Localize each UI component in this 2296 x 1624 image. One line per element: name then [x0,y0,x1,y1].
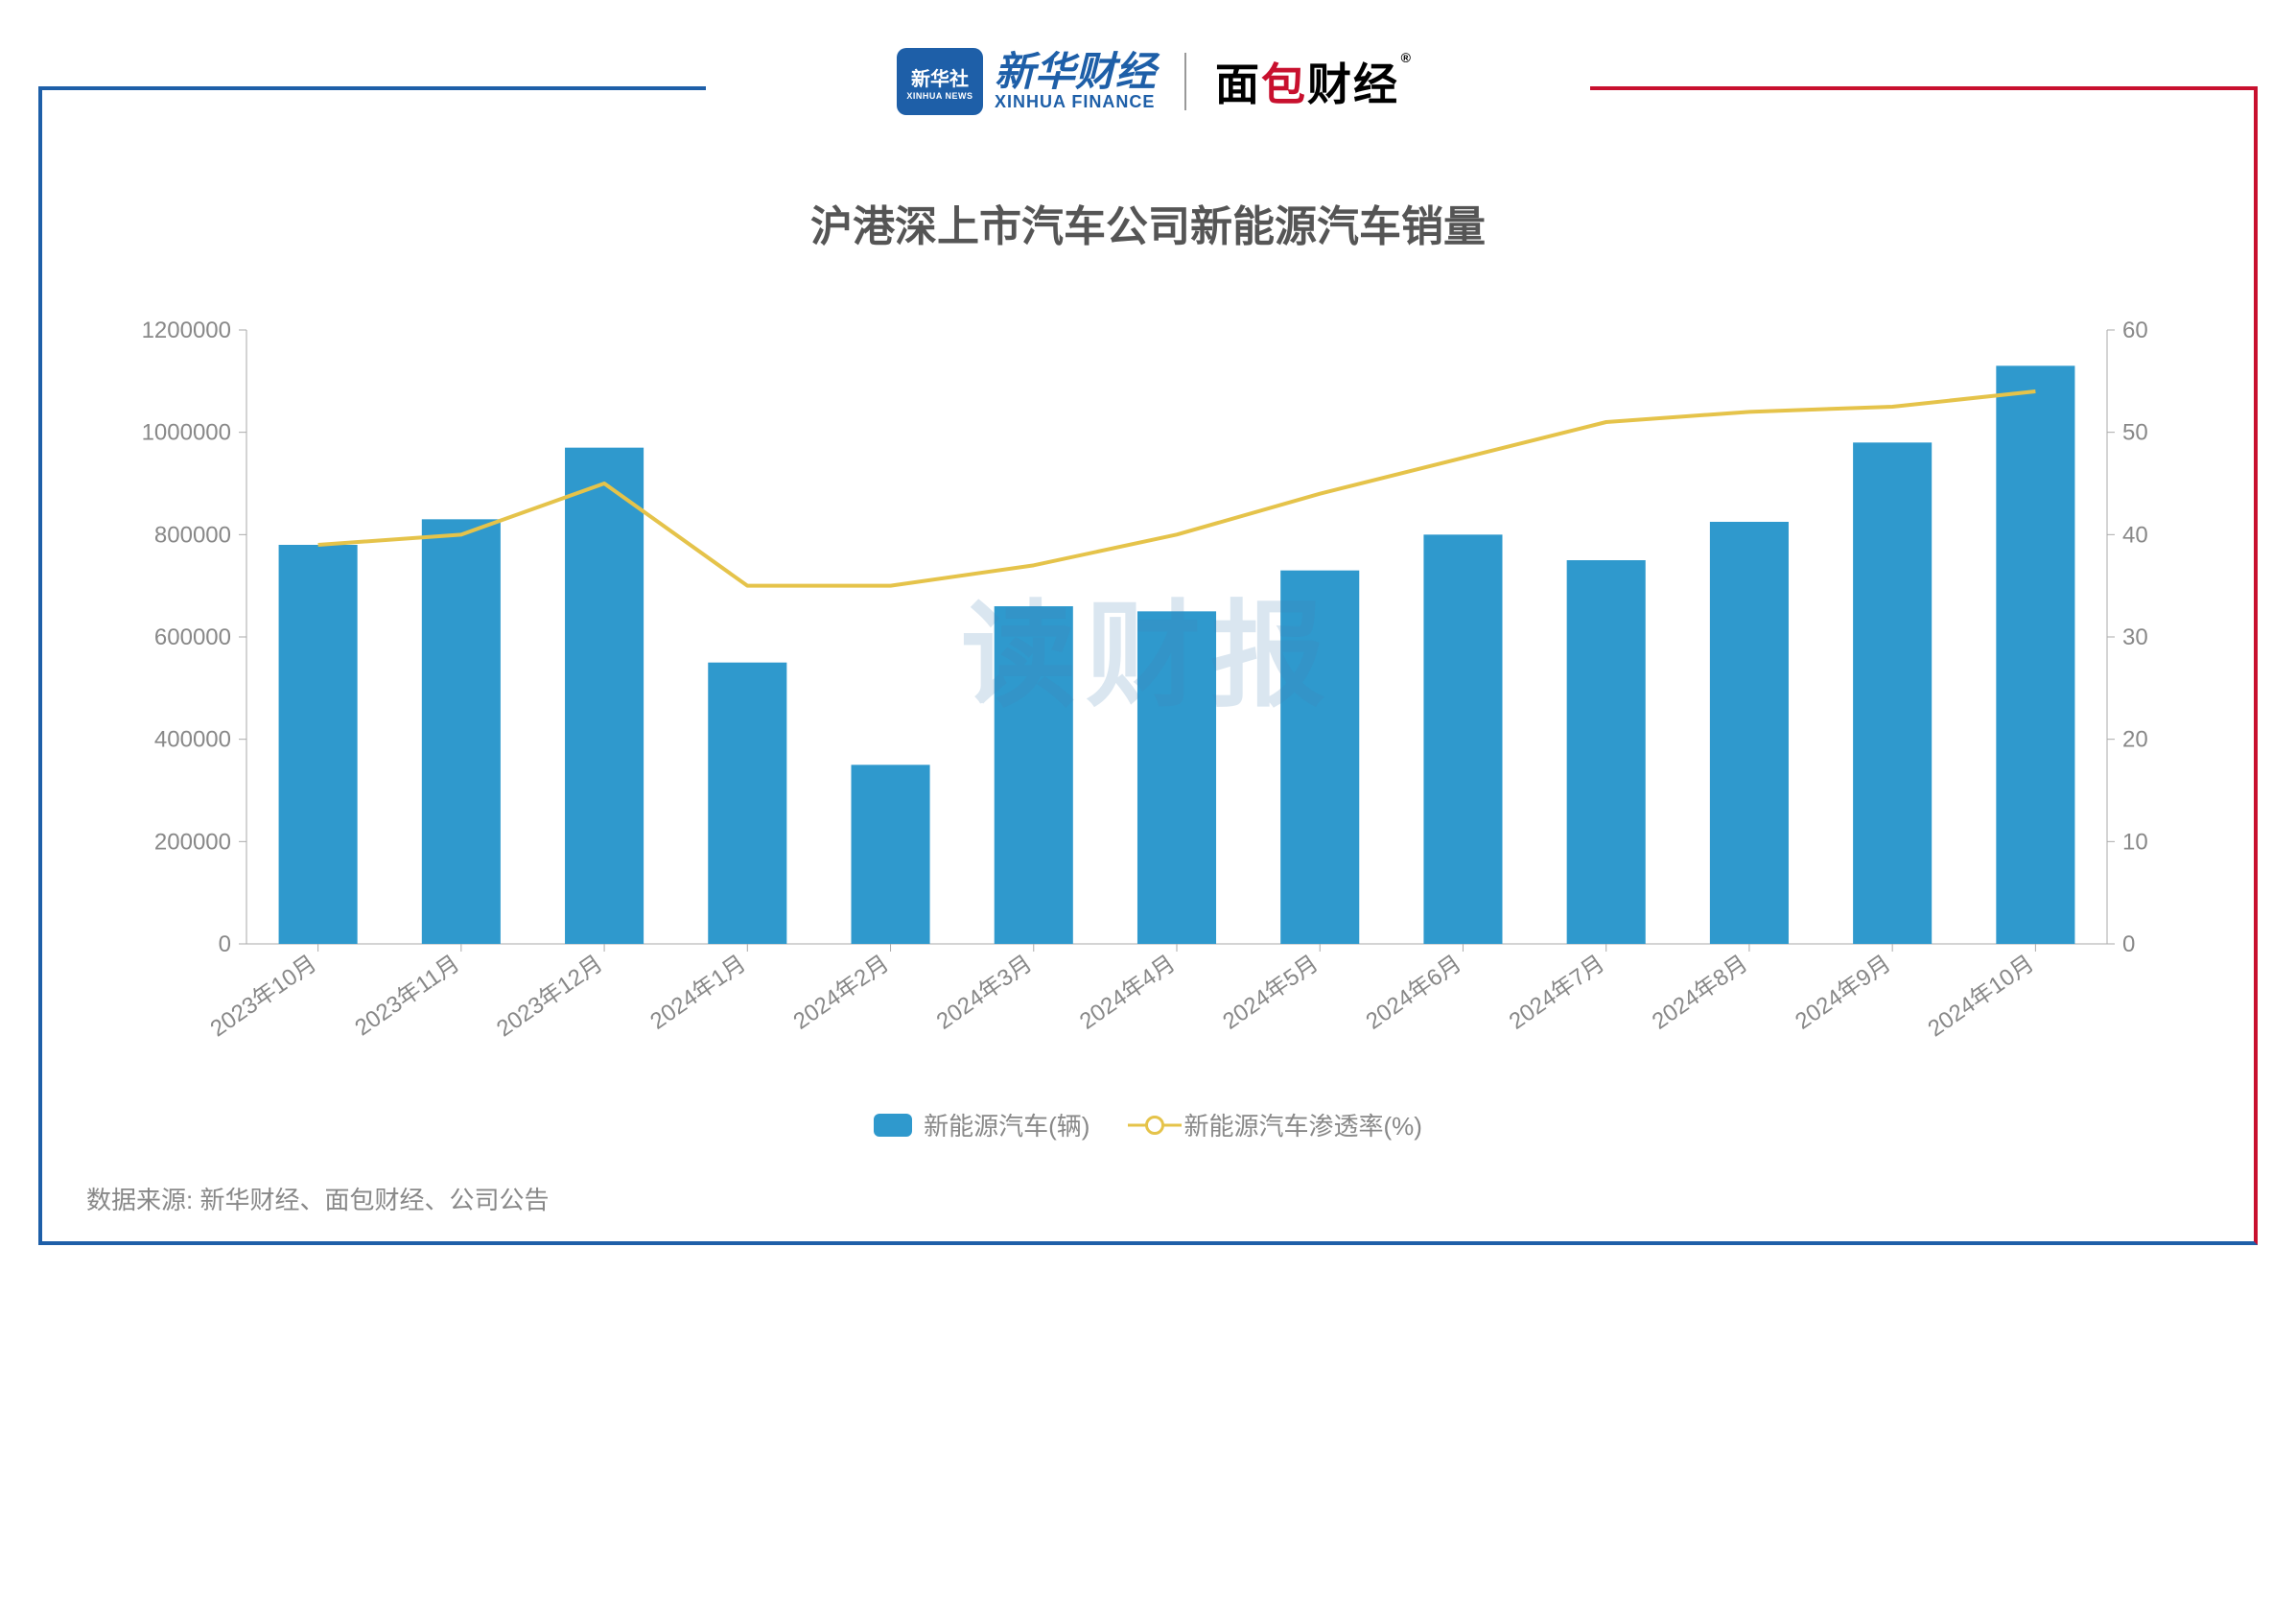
bar [1423,534,1502,944]
mbcj-suffix: 财经 [1307,59,1399,109]
y-right-tick-label: 20 [2122,727,2148,753]
bar [1137,611,1216,944]
y-left-tick-label: 800000 [154,522,231,548]
y-left-tick-label: 400000 [154,727,231,753]
chart-area: 0 200000 400000 600000 800000 1000000 1200000 0… [77,292,2219,1078]
bar [1996,365,2074,944]
legend: 新能源汽车(辆) 新能源汽车渗透率(%) [77,1107,2219,1142]
xinhua-finance-cn: 新华财经 [995,52,1156,92]
legend-line-label: 新能源汽车渗透率(%) [1183,1107,1421,1142]
x-category-label: 2024年2月 [788,951,893,1035]
bar [565,448,644,944]
xinhua-logo-block: 新华社 XINHUA NEWS 新华财经 XINHUA FINANCE [897,48,1156,115]
bar [1280,571,1359,944]
legend-bar-swatch [874,1114,912,1137]
y-left-tick-label: 200000 [154,829,231,855]
header-logos: 新华社 XINHUA NEWS 新华财经 XINHUA FINANCE 面包财经… [897,38,1399,134]
y-right-tick-label: 60 [2122,318,2148,343]
x-category-label: 2024年6月 [1361,951,1465,1035]
y-right-tick-label: 50 [2122,420,2148,446]
x-category-label: 2024年8月 [1648,951,1752,1035]
legend-bar-item: 新能源汽车(辆) [874,1107,1089,1142]
x-category-label: 2023年11月 [350,951,464,1042]
x-category-label: 2024年7月 [1505,951,1609,1035]
x-category-label: 2023年10月 [206,951,321,1043]
x-category-label: 2023年12月 [492,951,607,1043]
legend-line-item: 新能源汽车渗透率(%) [1137,1107,1421,1142]
x-category-label: 2024年5月 [1218,951,1323,1035]
bar [1710,522,1789,944]
logo-divider [1184,53,1186,110]
source-note: 数据来源: 新华财经、面包财经、公司公告 [77,1181,2219,1216]
legend-line-swatch [1137,1116,1172,1135]
bar [852,765,930,944]
chart-content: 沪港深上市汽车公司新能源汽车销量 0 200000 400000 600000 8000… [38,134,2258,1245]
y-right-tick-label: 30 [2122,624,2148,650]
xinhua-finance-text: 新华财经 XINHUA FINANCE [995,52,1156,112]
y-left-tick-label: 0 [219,931,231,957]
chart-title: 沪港深上市汽车公司新能源汽车销量 [77,192,2219,253]
bar [1567,560,1646,944]
x-category-label: 2024年9月 [1791,951,1895,1035]
y-right-tick-label: 40 [2122,522,2148,548]
legend-line-marker [1145,1116,1164,1135]
mbcj-logo: 面包财经® [1215,50,1399,113]
bar [1853,442,1932,944]
xinhua-finance-en: XINHUA FINANCE [995,92,1155,112]
mbcj-red: 包 [1261,59,1307,109]
xinhua-badge-en: XINHUA NEWS [906,91,972,101]
mbcj-prefix: 面 [1215,59,1261,109]
y-right-tick-label: 0 [2122,931,2135,957]
xinhua-badge: 新华社 XINHUA NEWS [897,48,983,115]
chart-svg: 0 200000 400000 600000 800000 1000000 1200000 0… [77,292,2219,1078]
x-category-label: 2024年3月 [932,951,1037,1035]
y-left-tick-label: 1000000 [142,420,231,446]
x-category-label: 2024年10月 [1923,951,2038,1043]
x-category-label: 2024年4月 [1075,951,1180,1035]
xinhua-badge-cn: 新华社 [911,63,969,91]
y-right-tick-label: 10 [2122,829,2148,855]
bar [422,519,501,944]
bar [708,663,786,944]
bar [995,606,1073,944]
y-left-tick-label: 600000 [154,624,231,650]
x-category-label: 2024年1月 [645,951,750,1035]
y-left-tick-label: 1200000 [142,318,231,343]
legend-bar-label: 新能源汽车(辆) [924,1107,1089,1142]
bar [279,545,358,944]
chart-card: 新华社 XINHUA NEWS 新华财经 XINHUA FINANCE 面包财经… [38,38,2258,1245]
registered-mark: ® [1401,50,1413,65]
